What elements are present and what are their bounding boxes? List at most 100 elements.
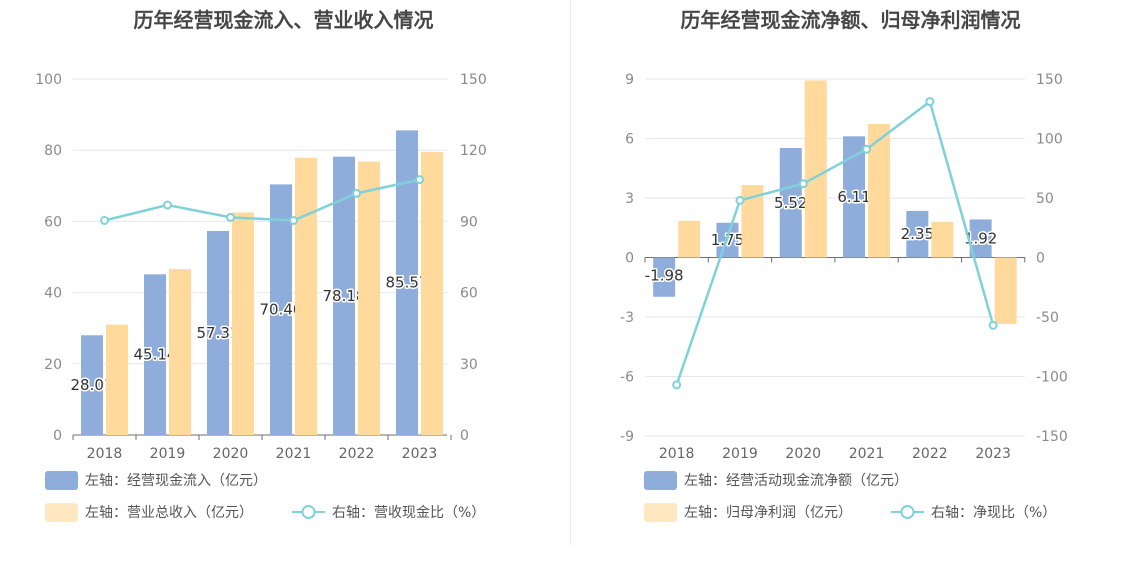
x-axis-tick-label: 2020	[213, 446, 249, 462]
bar-data-label: 70.40	[260, 301, 303, 319]
chart-canvas: -9 -6 -3 0 3 6 9 -150 -100 -50 0 50 100 150 2018 2019 20…	[620, 72, 1068, 522]
legend-swatch-bar	[45, 503, 78, 522]
y-axis-left-tick-label: 20	[44, 357, 62, 373]
y-axis-left-tick-label: 0	[625, 251, 634, 267]
bar-primary	[653, 257, 676, 297]
legend-label: 右轴：营收现金比（%）	[332, 505, 485, 521]
line-point	[925, 97, 935, 107]
chart-title: 历年经营现金流入、营业收入情况	[133, 8, 434, 32]
bar-primary	[396, 130, 418, 436]
bar-data-label: 28.01	[71, 376, 114, 394]
y-axis-right-tick-label: 60	[460, 286, 478, 302]
y-axis-right-tick-label: 30	[460, 357, 478, 373]
x-axis-tick-label: 2021	[849, 446, 885, 462]
x-axis-tick-label: 2021	[276, 446, 312, 462]
y-axis-left-tick-label: 9	[625, 72, 634, 88]
line-point	[100, 215, 109, 225]
y-axis-left-tick-label: 60	[44, 214, 62, 230]
y-axis-right-tick-label: 150	[460, 72, 487, 88]
line-point	[988, 320, 998, 330]
y-axis-left-tick-label: 80	[44, 143, 62, 159]
y-axis-left-tick-label: 3	[625, 191, 634, 207]
x-axis-tick-label: 2018	[659, 446, 695, 462]
y-axis-right-tick-label: 90	[460, 214, 478, 230]
chart-title: 历年经营现金流净额、归母净利润情况	[680, 8, 1021, 32]
x-axis-tick-label: 2022	[912, 446, 948, 462]
bar-data-label: 1.92	[964, 229, 997, 247]
bar-data-label: 57.31	[197, 324, 240, 342]
y-axis-right-tick-label: 100	[1036, 132, 1063, 148]
bar-primary	[969, 219, 992, 258]
bar-data-label: 6.11	[837, 188, 870, 206]
bar-primary	[906, 210, 929, 258]
line-point	[226, 212, 235, 222]
bar-primary	[333, 156, 355, 435]
legend-label: 左轴：经营现金流入（亿元）	[85, 473, 267, 489]
y-axis-left-tick-label: 6	[625, 132, 634, 148]
series-line-ratio	[104, 178, 420, 222]
x-axis-tick-label: 2023	[402, 446, 438, 462]
bar-secondary	[295, 157, 317, 435]
legend-label: 左轴：营业总收入（亿元）	[85, 505, 253, 521]
y-axis-right-tick-label: 50	[1036, 191, 1054, 207]
x-axis-tick-label: 2020	[785, 446, 821, 462]
y-axis-right-tick-label: -150	[1036, 429, 1068, 445]
legend-swatch-bar	[644, 503, 677, 522]
x-axis-tick-label: 2019	[722, 446, 758, 462]
line-point	[415, 175, 424, 185]
legend-label: 左轴：经营活动现金流净额（亿元）	[684, 473, 908, 489]
x-axis-tick-label: 2018	[87, 446, 123, 462]
bar-secondary	[169, 269, 191, 435]
y-axis-left-tick-label: -6	[620, 370, 634, 386]
bar-data-label: 2.35	[901, 225, 934, 243]
legend-label: 右轴：净现比（%）	[931, 505, 1056, 521]
y-axis-right-tick-label: 120	[460, 143, 487, 159]
bar-secondary	[804, 80, 827, 258]
line-point	[798, 179, 808, 189]
line-point	[735, 195, 745, 205]
legend-swatch-bar	[644, 471, 677, 490]
line-point	[352, 188, 361, 198]
x-axis-tick-label: 2019	[150, 446, 186, 462]
line-point	[289, 215, 298, 225]
y-axis-right-tick-label: -100	[1036, 370, 1068, 386]
line-point	[672, 380, 682, 390]
legend-swatch-bar	[45, 471, 78, 490]
bar-primary	[81, 335, 103, 435]
legend-swatch-marker	[900, 505, 915, 519]
bar-secondary	[358, 161, 380, 436]
bar-secondary	[868, 124, 891, 258]
bar-primary	[270, 184, 292, 435]
chart-canvas: 0 20 40 60 80 100 0 30 60 90 120 150 2018 2019 2020 202…	[35, 72, 487, 522]
bar-primary	[207, 230, 229, 435]
bar-data-label: 45.14	[134, 346, 177, 364]
y-axis-left-tick-label: -9	[620, 429, 634, 445]
y-axis-right-tick-label: 0	[460, 428, 469, 444]
bar-data-label: 5.52	[774, 194, 807, 212]
y-axis-left-tick-label: 0	[53, 428, 62, 444]
bar-data-label: 78.18	[323, 287, 366, 305]
bar-secondary	[994, 257, 1017, 324]
y-axis-left-tick-label: -3	[620, 310, 634, 326]
bar-secondary	[741, 185, 764, 258]
chart-panel-net-cashflow: 历年经营现金流净额、归母净利润情况 -9 -6 -3 0 3 6 9 -150 -100 -50 0…	[567, 0, 1134, 582]
bar-secondary	[931, 221, 954, 258]
line-point	[163, 200, 172, 210]
bar-secondary	[421, 151, 443, 436]
x-axis-tick-label: 2022	[339, 446, 375, 462]
bar-secondary	[106, 324, 128, 435]
y-axis-left-tick-label: 40	[44, 286, 62, 302]
bar-primary	[779, 148, 802, 258]
y-axis-right-tick-label: -50	[1036, 310, 1059, 326]
series-line-ratio	[675, 99, 995, 386]
bar-secondary	[678, 220, 701, 258]
chart-panel-cashflow-inflow: 历年经营现金流入、营业收入情况 0 20 40 60 80 100 0 30 60 90 120 15…	[35, 8, 487, 522]
legend-swatch-marker	[301, 505, 316, 519]
bar-secondary	[232, 212, 254, 435]
bar-primary	[843, 136, 866, 258]
x-axis-tick-label: 2023	[975, 446, 1011, 462]
bar-data-label: 85.57	[386, 274, 429, 292]
y-axis-left-tick-label: 100	[35, 72, 62, 88]
y-axis-right-tick-label: 150	[1036, 72, 1063, 88]
panel-divider	[570, 0, 571, 545]
